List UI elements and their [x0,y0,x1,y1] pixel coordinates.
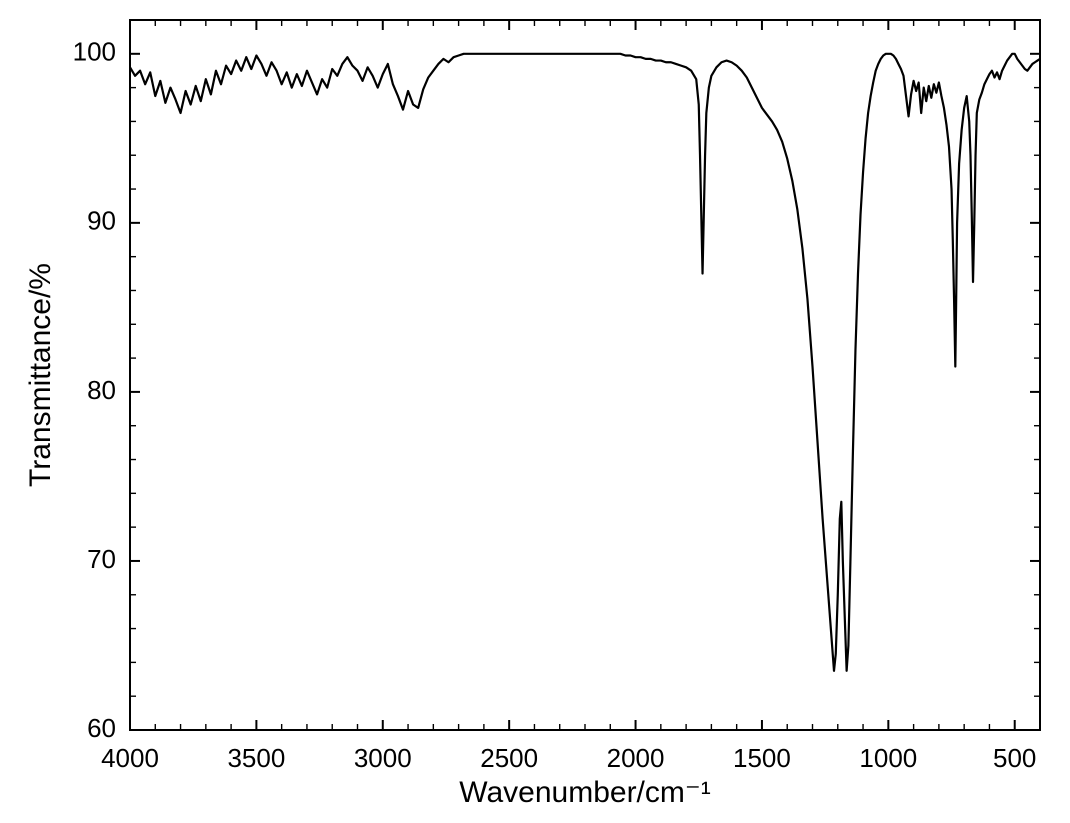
y-tick-label: 60 [87,713,116,743]
x-tick-label: 4000 [101,743,159,773]
ir-spectrum-chart: 4000 3500 3000 2500 2000 1500 1000 500 60 70 80 90 1… [0,0,1070,823]
y-axis-label: Transmittance/% [24,263,57,487]
x-tick-label: 2000 [607,743,665,773]
x-tick-label: 2500 [480,743,538,773]
x-tick-label: 500 [993,743,1036,773]
x-tick-label: 1500 [733,743,791,773]
y-tick-label: 70 [87,544,116,574]
x-axis-label: Wavenumber/cm⁻¹ [459,776,710,809]
y-tick-label: 100 [73,37,116,67]
y-tick-label: 80 [87,375,116,405]
x-tick-label: 3500 [227,743,285,773]
y-tick-label: 90 [87,206,116,236]
x-tick-label: 1000 [859,743,917,773]
x-tick-label: 3000 [354,743,412,773]
